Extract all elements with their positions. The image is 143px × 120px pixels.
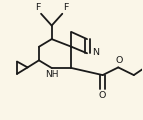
Text: O: O [116,56,123,65]
Text: O: O [98,91,106,100]
Text: N: N [93,48,100,57]
Text: NH: NH [45,70,58,79]
Text: F: F [35,3,40,12]
Text: F: F [63,3,68,12]
